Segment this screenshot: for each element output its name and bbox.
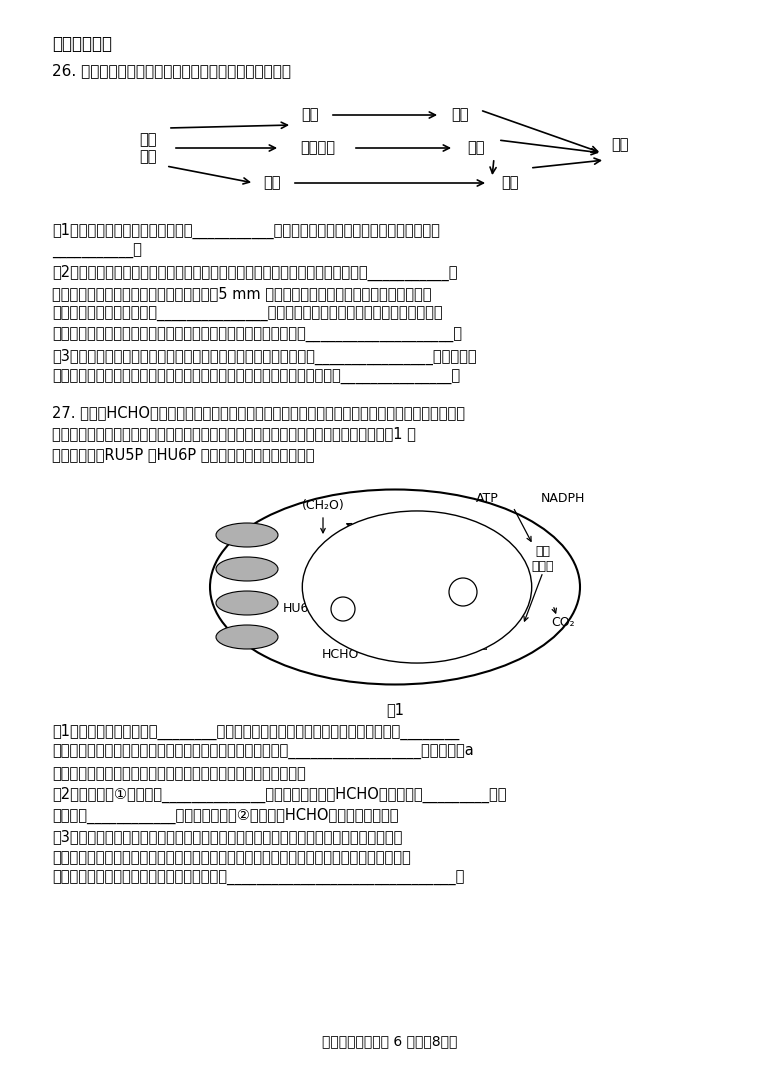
Text: HCHO: HCHO <box>321 649 359 661</box>
Text: 27. 甲醛（HCHO）是室内空气污染的主要成分之一，室内栽培观赏植物常春藤能够清除甲醛污染。: 27. 甲醛（HCHO）是室内空气污染的主要成分之一，室内栽培观赏植物常春藤能够… <box>52 405 465 420</box>
Text: 高二生物试题　第 6 页（共8页）: 高二生物试题 第 6 页（共8页） <box>322 1034 458 1048</box>
Text: 二、非选择题: 二、非选择题 <box>52 35 112 53</box>
Text: 鳞虾: 鳞虾 <box>301 108 319 122</box>
Text: 示（其中RU5P 和HU6P 是中间产物）回答有关问题：: 示（其中RU5P 和HU6P 是中间产物）回答有关问题： <box>52 447 314 462</box>
Circle shape <box>331 597 355 621</box>
Text: ②: ② <box>338 604 348 615</box>
Text: ATP: ATP <box>399 649 421 661</box>
Ellipse shape <box>216 523 278 547</box>
Text: 小鱼: 小鱼 <box>264 176 281 191</box>
Text: 须鲸: 须鲸 <box>452 108 469 122</box>
Text: 采用____________的方法探明循环②中甲醛（HCHO）的碳同化路径。: 采用____________的方法探明循环②中甲醛（HCHO）的碳同化路径。 <box>52 808 399 824</box>
Text: （1）基粒上的色素能吸收________范围内的光能。在分离色素时，由于不同色素在________: （1）基粒上的色素能吸收________范围内的光能。在分离色素时，由于不同色素… <box>52 724 459 740</box>
Text: 浮游动物: 浮游动物 <box>300 141 335 155</box>
Ellipse shape <box>216 557 278 581</box>
Ellipse shape <box>216 625 278 649</box>
Text: ATP: ATP <box>476 492 498 506</box>
Text: CO₂: CO₂ <box>323 553 347 566</box>
Text: 少，从种群特征的角度分析，虎鲸种群密度减小的直接原因是____________________。: 少，从种群特征的角度分析，虎鲸种群密度减小的直接原因是_____________… <box>52 328 462 343</box>
Text: 含量反而增加，据图分析，可能的原因是_______________________________。: 含量反而增加，据图分析，可能的原因是______________________… <box>52 871 464 886</box>
Text: RU5P: RU5P <box>381 590 413 604</box>
Text: NADPH: NADPH <box>541 492 585 506</box>
Ellipse shape <box>303 511 532 663</box>
Circle shape <box>449 578 477 606</box>
Text: HU6P: HU6P <box>283 603 317 616</box>
Text: 塑料垃圾经分解后形成的微塑料（直径5 mm 以下的塑料颗粒）通过食物链在虎鲸体　内: 塑料垃圾经分解后形成的微塑料（直径5 mm 以下的塑料颗粒）通过食物链在虎鲸体 … <box>52 286 431 301</box>
Text: (CH₂O): (CH₂O) <box>302 498 345 511</box>
Text: 发现某一时刻第一营养级的生物量比第二营养级少，其主要原因可能是_______________。: 发现某一时刻第一营养级的生物量比第二营养级少，其主要原因可能是_________… <box>52 370 460 386</box>
Text: 以及滤纸上的吸附能力不同，从而出现色素带分层。若用__________________照射叶绿素a: 以及滤纸上的吸附能力不同，从而出现色素带分层。若用_______________… <box>52 746 473 760</box>
Text: （2）图中循环①的名称是______________。细胞同化甲醛（HCHO）的场所是_________，可: （2）图中循环①的名称是______________。细胞同化甲醛（HCHO）的… <box>52 787 506 803</box>
Text: 虎鲸: 虎鲸 <box>612 137 629 152</box>
Text: 大鱼: 大鱼 <box>467 141 484 155</box>
Text: （3）甲醛在被常春藤吸收利用的同时，也会对常春藤的生长产生一定的影响，研究人员发: （3）甲醛在被常春藤吸收利用的同时，也会对常春藤的生长产生一定的影响，研究人员发 <box>52 829 402 843</box>
Text: 浮游
植物: 浮游 植物 <box>140 132 157 164</box>
Text: 高度富集，该现象就叫_______________。由于环境条件的改变，该地虎鲸数量明显减: 高度富集，该现象就叫_______________。由于环境条件的改变，该地虎鲸… <box>52 307 442 322</box>
Text: ①: ① <box>457 586 469 599</box>
Text: 三碳
化合物: 三碳 化合物 <box>532 545 555 573</box>
Text: 基粒: 基粒 <box>239 596 255 609</box>
Text: 研究发现外源甲醛可以作为碳源被整合进入常春藤的光合作用过程中，具体过程如图1 所: 研究发现外源甲醛可以作为碳源被整合进入常春藤的光合作用过程中，具体过程如图1 所 <box>52 426 416 441</box>
Text: （1）海洋生态系统的食物链类型以___________为主。该生态系统的生物成分除图示外还有: （1）海洋生态系统的食物链类型以___________为主。该生态系统的生物成分… <box>52 223 440 240</box>
Ellipse shape <box>216 591 278 615</box>
Text: 现在低浓度甲醛胁迫下，叶片气孔导度（气孔的开放程度）降低，而叶肉细胞中可溶性糖: 现在低浓度甲醛胁迫下，叶片气孔导度（气孔的开放程度）降低，而叶肉细胞中可溶性糖 <box>52 850 411 865</box>
Text: 海豹: 海豹 <box>502 176 519 191</box>
Text: CO₂: CO₂ <box>551 616 575 628</box>
Text: ___________。: ___________。 <box>52 244 142 259</box>
Text: （2）从生态系统能量流动途径分析，虎鲸获得能量的途径中，能量损失最多的是___________。: （2）从生态系统能量流动途径分析，虎鲸获得能量的途径中，能量损失最多的是____… <box>52 265 458 281</box>
Text: 五碳
化合物: 五碳 化合物 <box>466 623 488 651</box>
Text: 图1: 图1 <box>386 702 404 717</box>
Text: （3）研究海洋中某种单细胞藻类种群数量变化时，可采用的方法是________________。研究人员: （3）研究海洋中某种单细胞藻类种群数量变化时，可采用的方法是__________… <box>52 349 477 365</box>
Text: 提取液，通过测量、计算、画图，即得到该色素的吸收光谱。: 提取液，通过测量、计算、画图，即得到该色素的吸收光谱。 <box>52 766 306 781</box>
Text: 26. 下图是某海洋生态系统部分食物网结构图。请回答：: 26. 下图是某海洋生态系统部分食物网结构图。请回答： <box>52 63 291 78</box>
